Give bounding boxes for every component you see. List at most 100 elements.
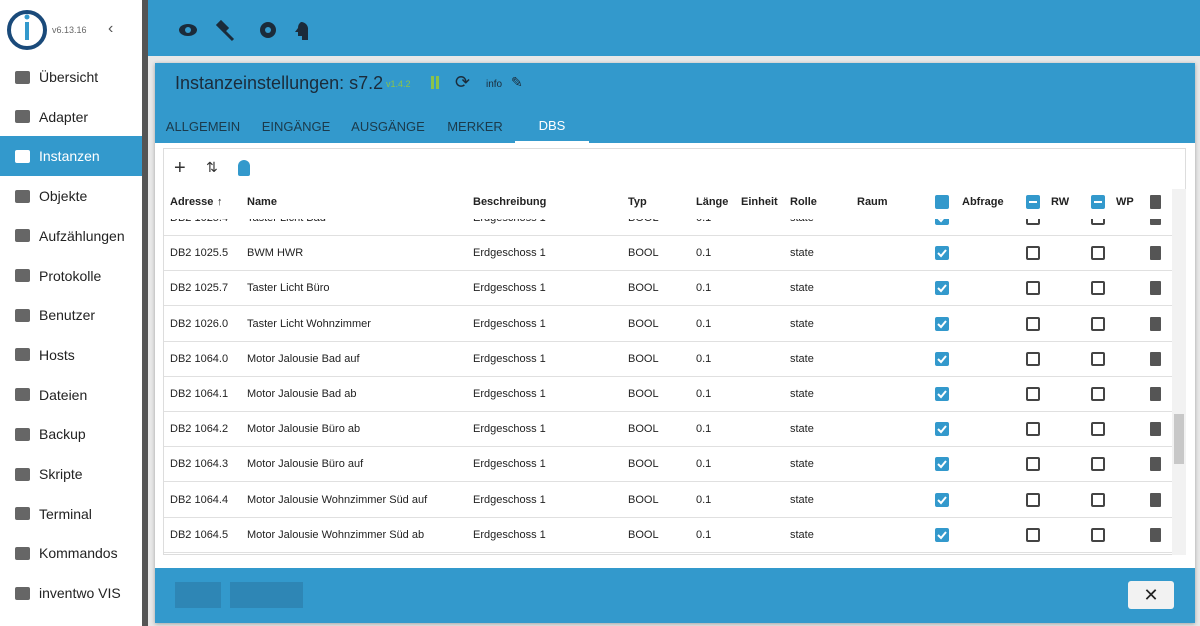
delete-icon[interactable] bbox=[1150, 527, 1161, 542]
delete-icon[interactable] bbox=[1150, 316, 1161, 331]
delete-all-icon[interactable] bbox=[1150, 195, 1161, 209]
column-header[interactable]: Rolle bbox=[790, 196, 817, 208]
row-checkbox[interactable] bbox=[1091, 387, 1105, 401]
tab[interactable]: EINGÄNGE bbox=[261, 118, 331, 134]
column-header[interactable]: WP bbox=[1116, 196, 1134, 208]
sidebar-icon bbox=[15, 149, 30, 163]
table-cell: 0.1 bbox=[696, 247, 712, 260]
row-checkbox[interactable] bbox=[1091, 457, 1105, 472]
column-header[interactable]: Beschreibung bbox=[473, 196, 547, 208]
row-checkbox[interactable] bbox=[1026, 219, 1040, 225]
sidebar-item[interactable]: Aufzählungen bbox=[0, 216, 142, 256]
row-checkbox[interactable] bbox=[935, 387, 949, 401]
row-checkbox[interactable] bbox=[1091, 527, 1105, 542]
row-checkbox[interactable] bbox=[1026, 351, 1040, 366]
column-header[interactable]: RW bbox=[1051, 196, 1070, 208]
row-checkbox[interactable] bbox=[1026, 422, 1040, 437]
edit-button[interactable]: ✎ bbox=[511, 74, 523, 90]
column-header[interactable]: Adresse bbox=[170, 196, 214, 208]
column-header[interactable]: Typ bbox=[628, 196, 647, 208]
select-all-checkbox[interactable] bbox=[1091, 195, 1105, 209]
row-checkbox[interactable] bbox=[1091, 316, 1105, 331]
table-cell: DB2 1064.0 bbox=[170, 352, 229, 365]
delete-icon[interactable] bbox=[1150, 351, 1161, 366]
sidebar-label: Benutzer bbox=[39, 307, 96, 324]
row-checkbox[interactable] bbox=[1091, 351, 1105, 366]
delete-icon[interactable] bbox=[1150, 422, 1161, 437]
row-checkbox[interactable] bbox=[1091, 422, 1105, 437]
delete-icon[interactable] bbox=[1150, 387, 1161, 401]
row-checkbox[interactable] bbox=[1091, 219, 1105, 225]
column-header[interactable]: Länge bbox=[696, 196, 729, 208]
row-checkbox[interactable] bbox=[935, 281, 949, 296]
row-checkbox[interactable] bbox=[1091, 492, 1105, 507]
table-row: DB2 1064.2 Motor Jalousie Büro ab Erdgesch… bbox=[164, 412, 1172, 448]
reload-button[interactable]: ⟳ bbox=[455, 72, 471, 92]
sidebar-item[interactable]: Dateien bbox=[0, 375, 142, 415]
row-checkbox[interactable] bbox=[1091, 281, 1105, 296]
row-checkbox[interactable] bbox=[1026, 457, 1040, 472]
table-row: DB2 1025.4 Taster Licht Bad Erdgeschoss 1 B… bbox=[164, 219, 1172, 236]
scroll-thumb[interactable] bbox=[1174, 414, 1184, 464]
tab[interactable]: MERKER bbox=[447, 118, 503, 134]
delete-icon[interactable] bbox=[1150, 219, 1161, 225]
row-checkbox[interactable] bbox=[935, 422, 949, 437]
column-header[interactable]: Einheit bbox=[741, 196, 778, 208]
row-checkbox[interactable] bbox=[935, 316, 949, 331]
row-checkbox[interactable] bbox=[1026, 246, 1040, 261]
add-button[interactable]: + bbox=[174, 157, 186, 179]
sidebar-label: inventwo VIS bbox=[39, 585, 121, 602]
row-checkbox[interactable] bbox=[1026, 527, 1040, 542]
sidebar-item[interactable]: inventwo VIS bbox=[0, 573, 142, 613]
row-checkbox[interactable] bbox=[935, 351, 949, 366]
sidebar-item[interactable]: Adapter bbox=[0, 97, 142, 137]
sidebar-item[interactable]: Backup bbox=[0, 414, 142, 454]
toolbar-icons[interactable] bbox=[178, 18, 318, 42]
delete-icon[interactable] bbox=[1150, 246, 1161, 261]
table-cell: Taster Licht Büro bbox=[247, 282, 330, 295]
column-header[interactable]: Abfrage bbox=[962, 196, 1004, 208]
column-header[interactable]: Name bbox=[247, 196, 277, 208]
import-button[interactable] bbox=[238, 160, 250, 176]
row-checkbox[interactable] bbox=[935, 492, 949, 507]
select-all-checkbox[interactable] bbox=[1026, 195, 1040, 209]
sidebar-item[interactable]: Instanzen bbox=[0, 136, 142, 177]
pause-button[interactable] bbox=[431, 76, 434, 89]
row-checkbox[interactable] bbox=[935, 527, 949, 542]
sidebar-item[interactable]: Hosts bbox=[0, 335, 142, 375]
row-checkbox[interactable] bbox=[935, 457, 949, 472]
table-body: DB2 1025.4 Taster Licht Bad Erdgeschoss 1 B… bbox=[164, 219, 1172, 555]
sidebar-item[interactable]: Kommandos bbox=[0, 533, 142, 573]
delete-icon[interactable] bbox=[1150, 281, 1161, 296]
delete-icon[interactable] bbox=[1150, 492, 1161, 507]
select-all-checkbox[interactable] bbox=[935, 195, 949, 209]
column-header[interactable]: Raum bbox=[857, 196, 888, 208]
row-checkbox[interactable] bbox=[1026, 281, 1040, 296]
row-checkbox[interactable] bbox=[935, 219, 949, 225]
save-button[interactable] bbox=[175, 582, 221, 608]
table-cell: Motor Jalousie Wohnzimmer Süd ab bbox=[247, 528, 425, 541]
row-checkbox[interactable] bbox=[1026, 492, 1040, 507]
tab[interactable]: ALLGEMEIN bbox=[165, 118, 241, 134]
tab[interactable]: AUSGÄNGE bbox=[351, 118, 425, 134]
sidebar-item[interactable]: Übersicht bbox=[0, 57, 142, 97]
sort-button[interactable]: ⇅ bbox=[206, 159, 218, 175]
row-checkbox[interactable] bbox=[1026, 316, 1040, 331]
delete-icon[interactable] bbox=[1150, 457, 1161, 472]
sidebar-item[interactable]: Skripte bbox=[0, 454, 142, 494]
sidebar: v6.13.16 ‹ Übersicht Adapter Instanzen Obje… bbox=[0, 0, 142, 626]
sidebar-item[interactable]: Protokolle bbox=[0, 256, 142, 296]
collapse-button[interactable]: ‹ bbox=[108, 20, 114, 37]
tab[interactable]: DBS bbox=[515, 109, 589, 143]
table-cell: Taster Licht Wohnzimmer bbox=[247, 317, 371, 330]
save-close-button[interactable] bbox=[230, 582, 303, 608]
sidebar-item[interactable]: Benutzer bbox=[0, 295, 142, 335]
sidebar-item[interactable]: Objekte bbox=[0, 176, 142, 216]
row-checkbox[interactable] bbox=[1026, 387, 1040, 401]
row-checkbox[interactable] bbox=[935, 246, 949, 261]
sidebar-label: Übersicht bbox=[39, 69, 99, 85]
sidebar-item[interactable]: Terminal bbox=[0, 494, 142, 534]
close-button[interactable]: ✕ bbox=[1128, 581, 1174, 609]
row-checkbox[interactable] bbox=[1091, 246, 1105, 261]
